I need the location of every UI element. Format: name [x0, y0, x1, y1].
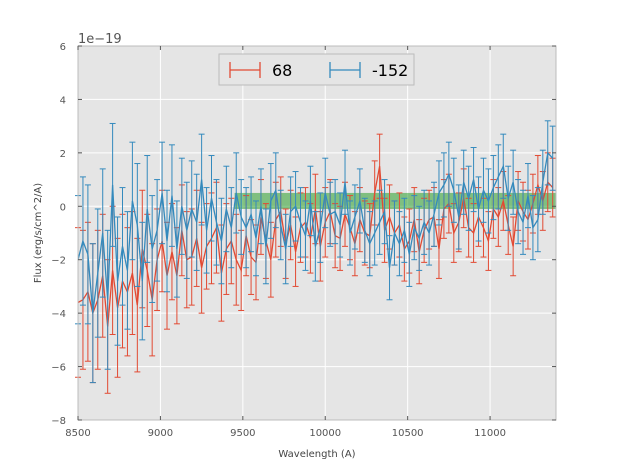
legend-marker-series-2 [329, 62, 361, 78]
y-tick-label: 6 [60, 42, 66, 53]
y-tick-label: −6 [51, 363, 66, 374]
x-tick-label: 10000 [309, 428, 341, 439]
plot-area [78, 46, 556, 420]
legend-marker-series-1 [229, 62, 261, 78]
plot-frame [77, 45, 557, 421]
x-tick-label: 11000 [474, 428, 506, 439]
y-tick-label: −4 [51, 309, 66, 320]
y-tick-label: 2 [60, 149, 66, 160]
y-offset-label: 1e−19 [78, 32, 122, 47]
series-2 [75, 120, 556, 384]
legend-label-series-1: 68 [272, 61, 292, 80]
x-tick-label: 9000 [148, 428, 173, 439]
legend: 68 -152 [218, 53, 415, 86]
y-tick-label: 0 [60, 202, 66, 213]
x-tick-label: 10500 [392, 428, 424, 439]
x-axis-label: Wavelength (A) [278, 449, 355, 460]
y-axis-label: Flux (erg/s/cm^2/A) [33, 183, 44, 283]
y-tick-label: −8 [51, 416, 66, 427]
ticks [77, 45, 556, 421]
tick-labels: 8500 9000 9500 10000 10500 11000 −8 −6 −4 −2 0 2 4 6 [51, 42, 506, 439]
series-line-2 [77, 151, 554, 314]
series-group [75, 120, 556, 394]
y-tick-label: −2 [51, 256, 66, 267]
error-bar [549, 125, 556, 191]
y-tick-label: 4 [60, 95, 66, 106]
legend-label-series-2: -152 [372, 61, 408, 80]
x-tick-label: 8500 [65, 428, 90, 439]
x-tick-label: 9500 [230, 428, 255, 439]
